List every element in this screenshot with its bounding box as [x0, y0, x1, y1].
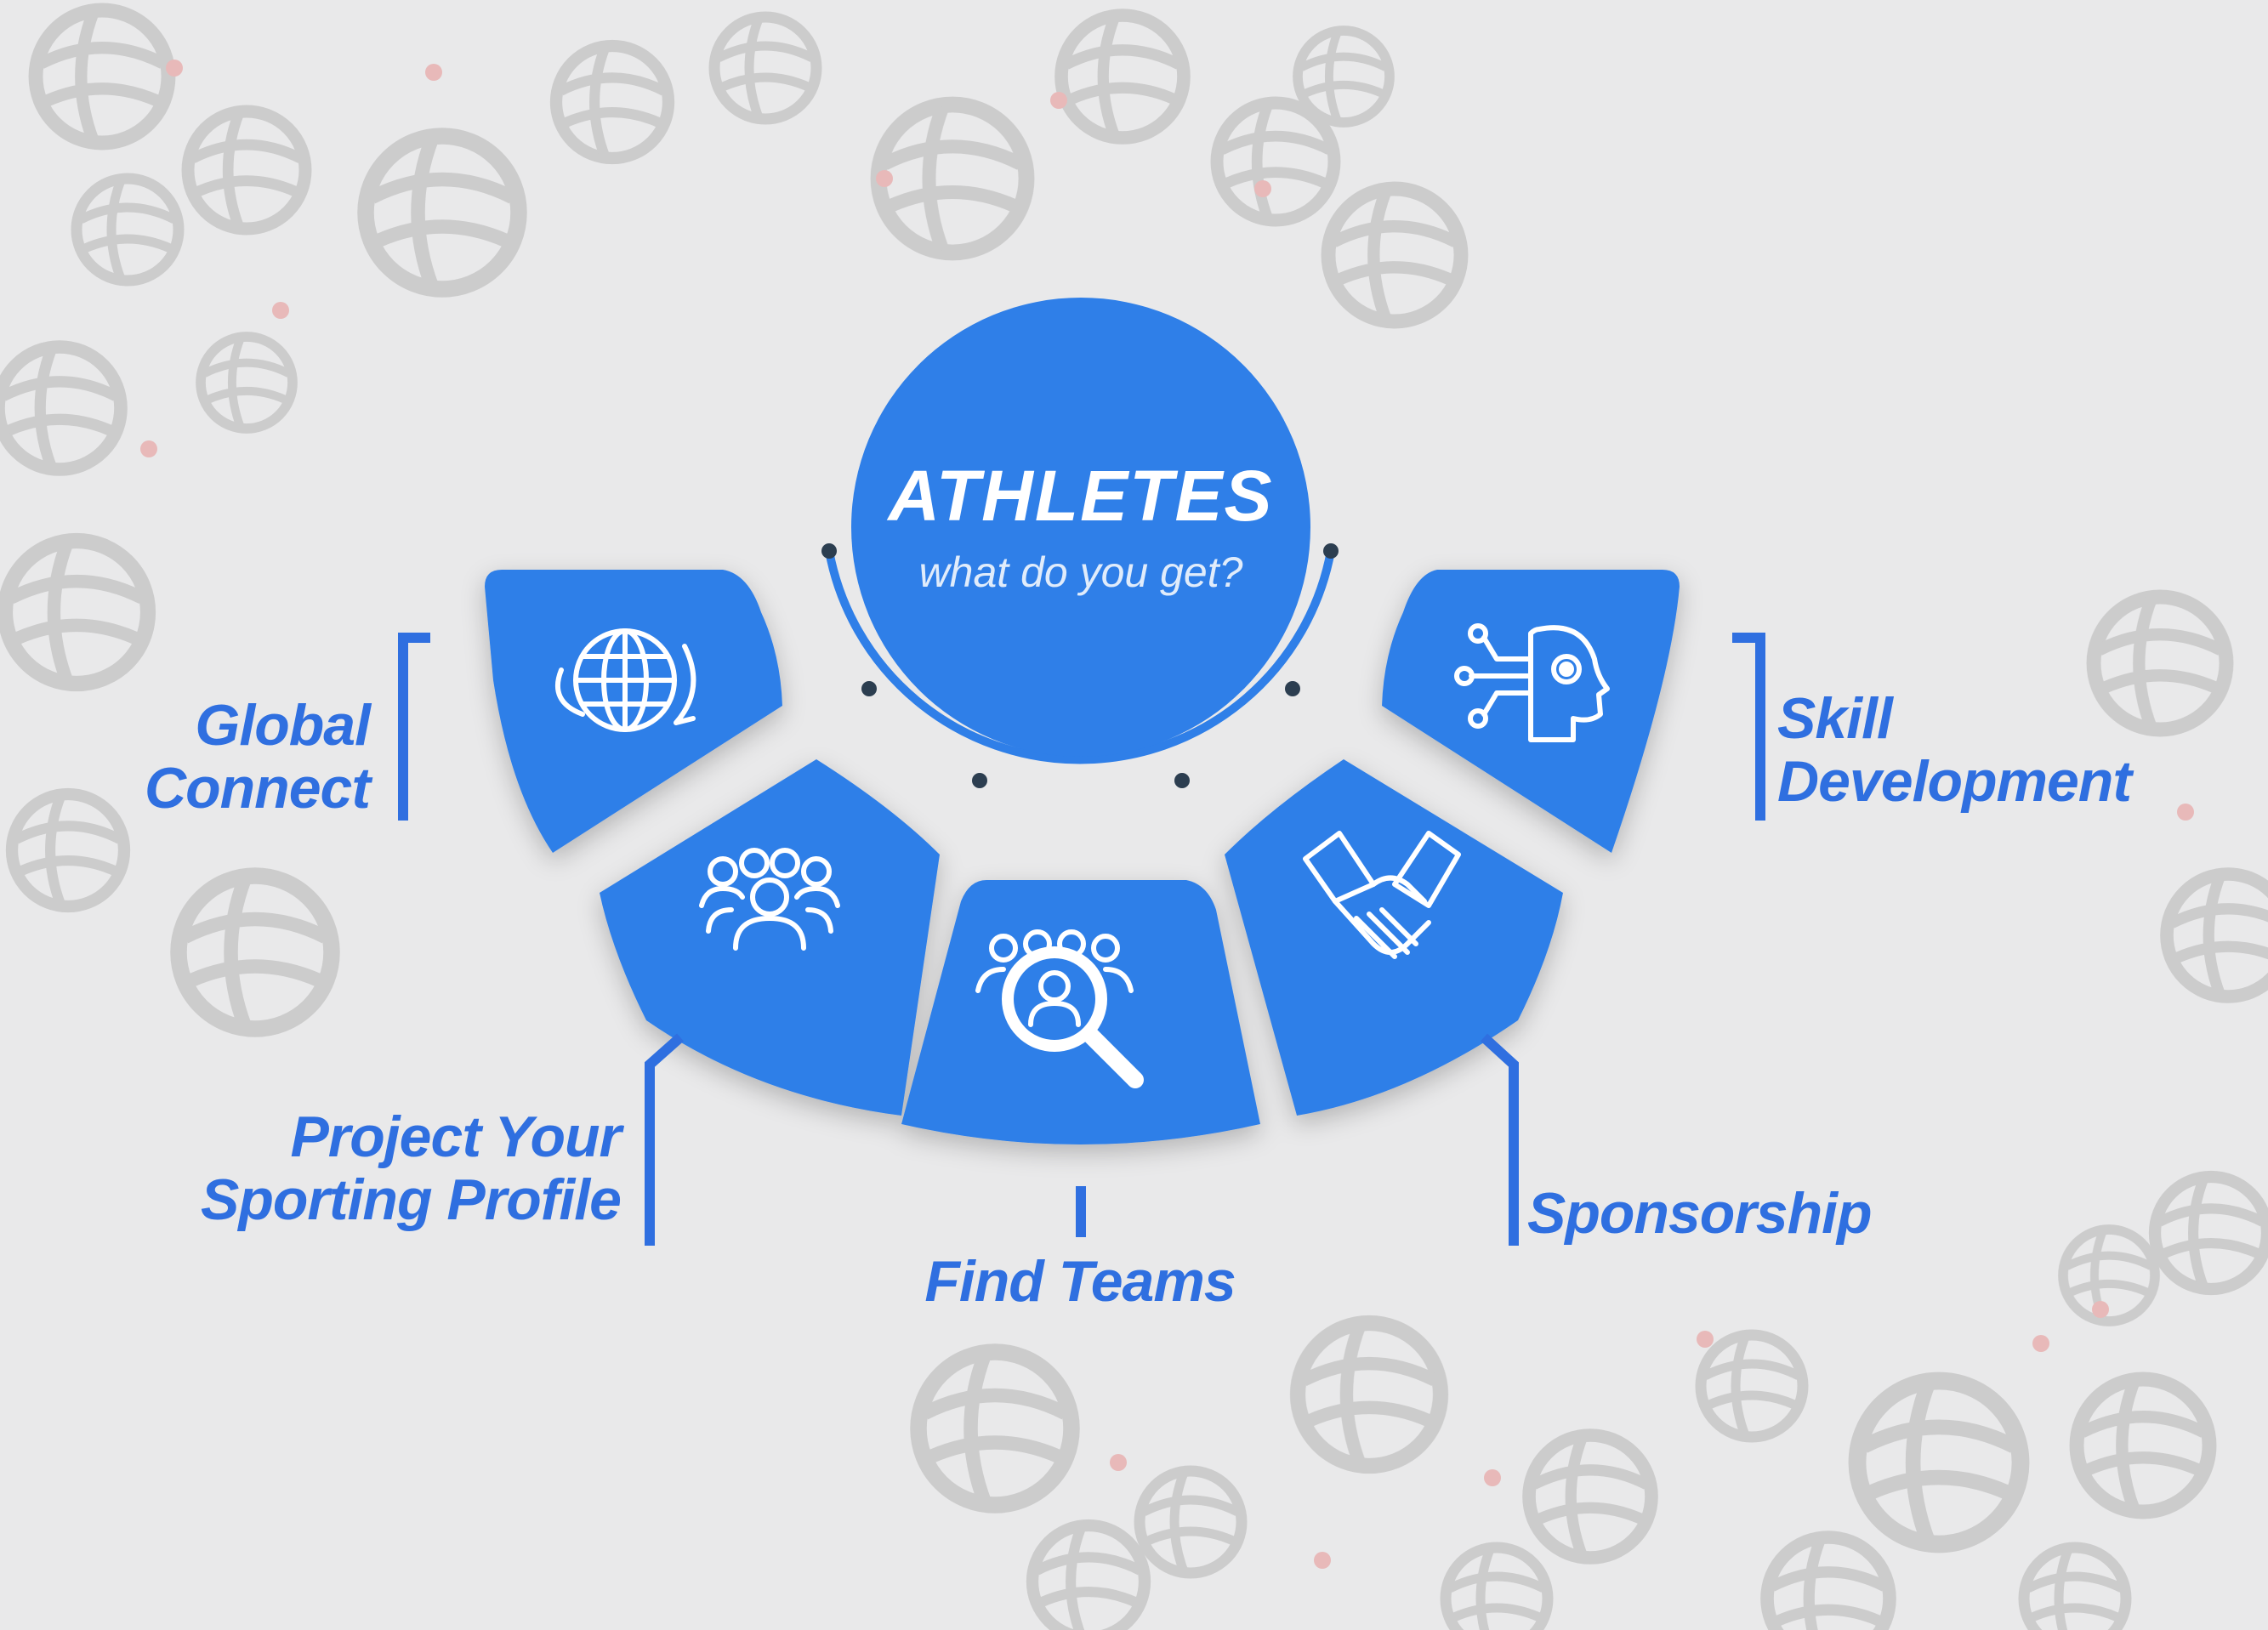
mind-gear-icon	[1454, 623, 1610, 742]
label-global-connect: Global Connect	[145, 693, 371, 821]
globe-icon	[555, 628, 696, 732]
bracket-skill-development	[1732, 633, 1765, 821]
bracket-sponsorship	[1480, 1033, 1519, 1246]
athletes-center-circle: ATHLETES what do you get?	[851, 298, 1310, 757]
segment-global-connect[interactable]	[485, 570, 782, 853]
search-people-icon	[975, 929, 1144, 1088]
label-sponsorship: Sponsorship	[1527, 1181, 1873, 1246]
team-group-icon	[699, 848, 840, 951]
center-subtitle: what do you get?	[919, 548, 1243, 596]
label-project-profile: Project Your Sporting Profile	[201, 1105, 622, 1232]
bracket-project-profile	[645, 1033, 684, 1246]
sports-ball-pattern	[0, 10, 2268, 1630]
handshake-icon	[1303, 831, 1461, 959]
bracket-global-connect	[398, 633, 430, 821]
connector-arc	[821, 543, 1339, 788]
label-skill-development: Skill Development	[1777, 686, 2132, 814]
label-find-teams: Find Teams	[924, 1249, 1236, 1314]
segment-find-teams[interactable]	[901, 880, 1260, 1144]
segment-project-profile[interactable]	[600, 759, 940, 1116]
center-title: ATHLETES	[886, 456, 1273, 536]
